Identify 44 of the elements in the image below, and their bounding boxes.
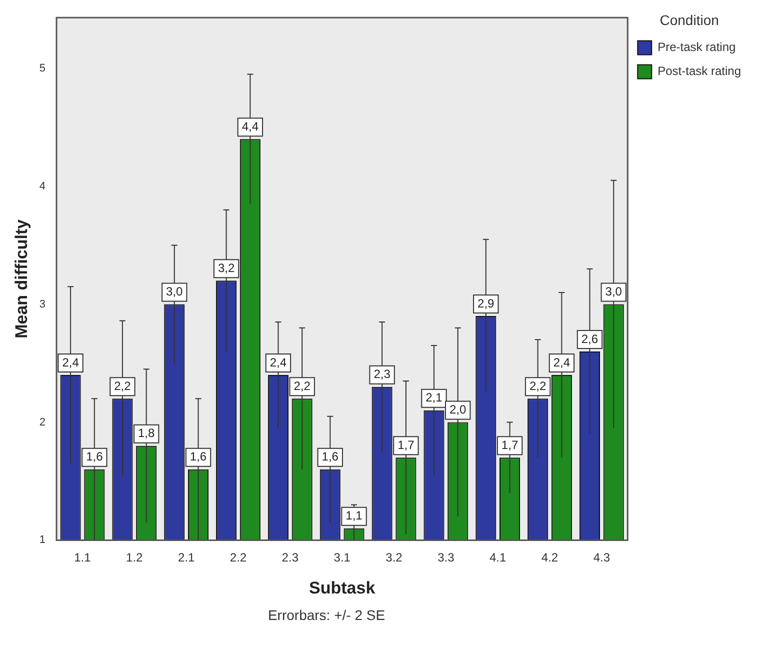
y-tick-label: 5 — [39, 62, 46, 74]
data-label: 1,6 — [86, 450, 104, 464]
data-label: 1,6 — [190, 450, 207, 464]
data-label: 4,4 — [242, 119, 259, 134]
data-label: 2,9 — [478, 296, 495, 310]
data-label: 2,4 — [62, 355, 80, 370]
x-tick-label: 1.1 — [74, 550, 92, 565]
data-label: 1,8 — [138, 426, 156, 440]
data-label: 2,0 — [450, 402, 467, 417]
x-tick-label: 4.2 — [541, 550, 558, 565]
data-label: 2,3 — [374, 367, 391, 382]
data-label: 2,4 — [553, 355, 570, 370]
x-tick-label: 2.3 — [282, 550, 299, 565]
y-tick-label: 2 — [39, 416, 46, 428]
legend-title: Condition — [660, 12, 719, 28]
x-tick-label: 3.1 — [334, 550, 351, 565]
data-label: 2,2 — [529, 378, 546, 393]
data-label: 1,1 — [346, 508, 363, 523]
x-tick-label: 1.2 — [126, 550, 144, 565]
x-tick-label: 3.3 — [438, 550, 455, 565]
data-label: 2,1 — [426, 390, 443, 405]
text: Errorbars: +/- 2 SE — [266, 607, 386, 623]
x-axis-title: Subtask — [309, 578, 376, 598]
y-tick-label: 1 — [39, 534, 46, 546]
data-label: 2,4 — [270, 355, 287, 370]
data-label: 2,2 — [114, 378, 132, 393]
y-tick-label: 4 — [39, 180, 46, 192]
data-label: 1,6 — [322, 450, 339, 464]
data-label: 2,6 — [581, 332, 598, 346]
x-tick-label: 2.2 — [230, 550, 247, 565]
data-label: 1,7 — [501, 438, 518, 452]
legend-label: Pre-task rating — [658, 40, 736, 54]
y-tick-label: 3 — [39, 298, 46, 310]
x-tick-label: 4.1 — [489, 550, 506, 565]
data-label: 1,7 — [398, 438, 415, 452]
x-tick-label: 2.1 — [178, 550, 195, 565]
legend-label: Post-task rating — [658, 64, 742, 78]
data-label: 3,2 — [218, 260, 235, 275]
data-label: 3,0 — [166, 284, 184, 299]
x-tick-label: 3.2 — [386, 550, 403, 565]
data-label: 2,2 — [294, 378, 311, 393]
data-label: 3,0 — [605, 284, 622, 299]
x-tick-label: 4.3 — [593, 550, 610, 565]
y-axis-title: Mean difficulty — [12, 218, 31, 338]
